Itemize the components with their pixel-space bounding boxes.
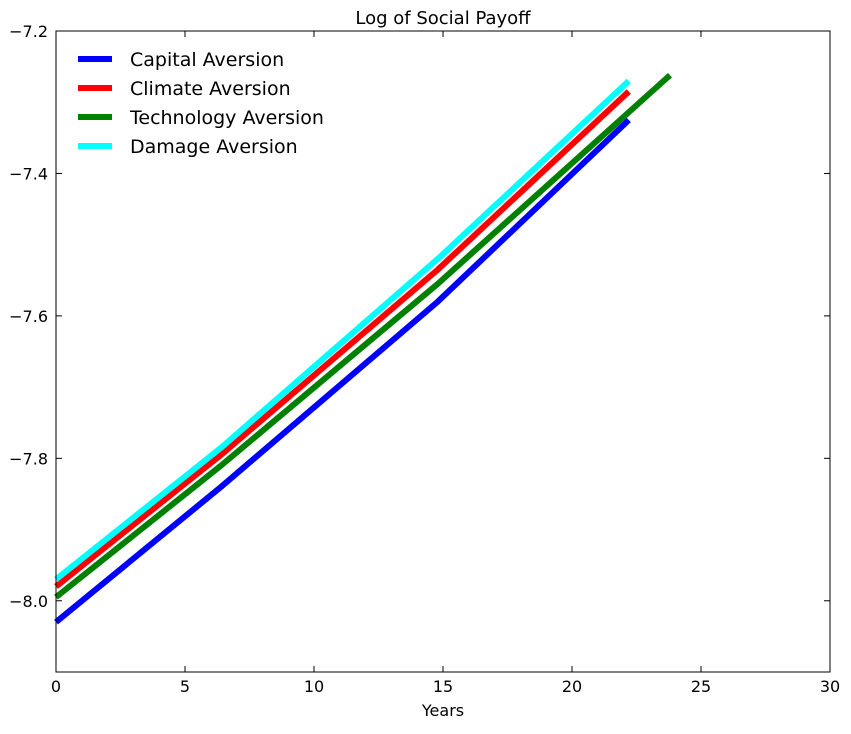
legend-label-4: Damage Aversion [130,136,298,158]
legend-label-2: Climate Aversion [130,78,291,100]
x-tick-label: 10 [304,677,324,696]
axes-layer: 0 5 10 15 20 25 30 −7.2 −7.4 −7.6 −7.8 −8.0 [9,22,840,696]
series-layer [54,72,673,625]
series-line-4 [54,78,631,582]
series-line-1 [54,117,631,625]
series-line-2 [54,89,631,589]
x-tick-label: 20 [562,677,582,696]
x-tick-label: 30 [820,677,840,696]
y-tick-label: −7.6 [9,307,48,326]
y-tick-label: −7.2 [9,22,48,41]
chart-title: Log of Social Payoff [355,8,531,29]
x-tick-label: 25 [691,677,711,696]
x-tick-label: 5 [180,677,190,696]
y-tick-label: −8.0 [9,592,48,611]
y-tick-label: −7.4 [9,164,48,183]
legend-label-1: Capital Aversion [130,49,284,71]
x-axis-label: Years [421,701,464,720]
y-tick-label: −7.8 [9,449,48,468]
x-tick-label: 15 [433,677,453,696]
series-line-3 [54,72,673,600]
x-tick-label: 0 [51,677,61,696]
legend-label-3: Technology Aversion [129,107,324,129]
legend: Capital Aversion Climate Aversion Technolo… [78,49,324,158]
